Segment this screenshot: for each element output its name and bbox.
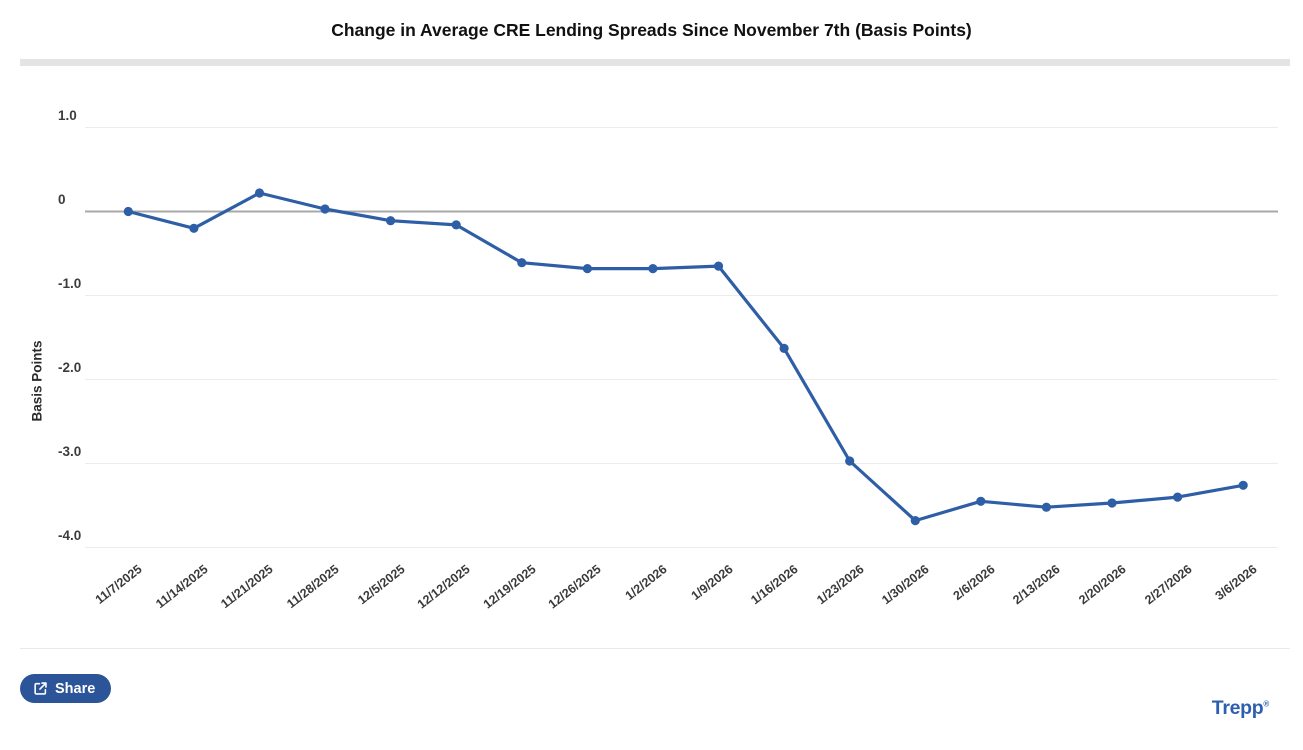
- series-line: [126, 191, 1245, 523]
- data-point[interactable]: [582, 264, 593, 274]
- registered-mark: ®: [1263, 699, 1269, 709]
- data-point[interactable]: [451, 220, 461, 230]
- data-point[interactable]: [189, 223, 199, 233]
- data-point[interactable]: [320, 204, 330, 214]
- trepp-logo-text: Trepp: [1211, 697, 1264, 719]
- chart-bottom-border: [20, 648, 1290, 649]
- y-tick-label: 1.0: [58, 107, 77, 123]
- trepp-logo[interactable]: Trepp®: [1212, 697, 1269, 720]
- data-point[interactable]: [648, 264, 658, 274]
- data-point[interactable]: [976, 496, 986, 506]
- y-tick-label: 0: [58, 191, 66, 207]
- share-button[interactable]: Share: [20, 674, 112, 703]
- y-tick-label: -2.0: [58, 359, 82, 375]
- data-point[interactable]: [123, 206, 133, 217]
- data-point[interactable]: [1173, 492, 1183, 502]
- y-axis-title: Basis Points: [29, 340, 45, 422]
- y-tick-label: -4.0: [58, 527, 82, 543]
- top-divider: [20, 59, 1290, 66]
- data-point[interactable]: [845, 456, 855, 466]
- share-icon: [33, 681, 48, 696]
- y-tick-label: -3.0: [58, 443, 82, 459]
- share-button-label: Share: [55, 680, 96, 697]
- data-point[interactable]: [779, 343, 789, 353]
- data-point[interactable]: [713, 261, 724, 271]
- data-point[interactable]: [1238, 480, 1248, 490]
- y-tick-label: -1.0: [58, 275, 82, 291]
- data-point[interactable]: [1107, 498, 1117, 508]
- data-point[interactable]: [517, 258, 527, 268]
- data-point[interactable]: [1041, 502, 1051, 512]
- chart-title: Change in Average CRE Lending Spreads Si…: [331, 20, 972, 40]
- data-point[interactable]: [386, 216, 396, 226]
- data-point[interactable]: [254, 188, 265, 198]
- data-point[interactable]: [910, 516, 920, 526]
